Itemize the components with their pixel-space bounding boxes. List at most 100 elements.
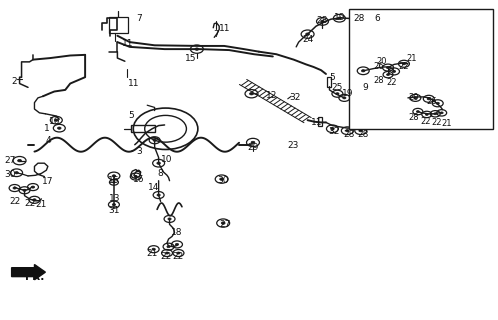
Text: 10: 10 (161, 155, 172, 164)
Circle shape (331, 128, 334, 130)
Circle shape (157, 194, 160, 196)
Text: 2: 2 (12, 77, 17, 86)
Text: 12: 12 (265, 91, 277, 100)
Text: 22: 22 (9, 197, 20, 206)
Text: 28: 28 (374, 76, 384, 85)
Bar (349, 9, 494, 129)
Text: 7: 7 (213, 30, 219, 39)
Circle shape (33, 199, 36, 201)
FancyArrow shape (11, 265, 45, 280)
Circle shape (167, 246, 170, 248)
Text: 11: 11 (311, 118, 322, 127)
Text: 6: 6 (374, 14, 380, 23)
Circle shape (343, 97, 346, 99)
Circle shape (357, 19, 360, 21)
Text: 14: 14 (148, 183, 159, 192)
Circle shape (195, 48, 199, 50)
Circle shape (175, 244, 179, 245)
Circle shape (165, 252, 169, 254)
Circle shape (321, 20, 324, 22)
Text: 10: 10 (49, 116, 60, 126)
Text: 23: 23 (287, 141, 298, 150)
Circle shape (386, 74, 389, 76)
Text: 22: 22 (173, 252, 184, 261)
Text: 11: 11 (128, 79, 139, 88)
Text: FR.: FR. (25, 272, 44, 282)
Circle shape (54, 119, 58, 121)
Text: 13: 13 (109, 194, 121, 204)
Text: 26: 26 (374, 62, 384, 71)
Text: 32: 32 (329, 127, 340, 136)
Text: 30: 30 (4, 170, 15, 179)
Text: 21: 21 (146, 249, 158, 258)
Text: 27: 27 (4, 156, 15, 165)
Circle shape (13, 187, 16, 189)
Text: 21: 21 (36, 200, 47, 209)
Text: 3: 3 (136, 147, 141, 156)
Circle shape (346, 130, 349, 132)
Text: 20: 20 (409, 93, 419, 102)
Text: 16: 16 (108, 176, 120, 185)
Circle shape (362, 70, 365, 72)
Text: 22: 22 (399, 62, 409, 71)
Circle shape (414, 97, 417, 99)
Circle shape (157, 162, 160, 164)
Circle shape (374, 17, 377, 20)
Circle shape (17, 159, 21, 162)
Text: 4: 4 (45, 136, 51, 145)
Circle shape (356, 95, 359, 97)
Circle shape (359, 130, 363, 132)
Text: 5: 5 (330, 73, 335, 82)
Circle shape (177, 252, 180, 254)
Text: 25: 25 (332, 83, 343, 92)
Text: 11: 11 (220, 24, 231, 33)
Text: 24: 24 (302, 35, 313, 44)
Circle shape (306, 33, 310, 36)
Circle shape (15, 172, 18, 174)
Circle shape (152, 248, 155, 250)
Text: 19: 19 (342, 89, 353, 98)
Text: 22: 22 (387, 78, 397, 87)
Text: 22: 22 (431, 118, 442, 127)
Bar (109, 17, 128, 33)
Text: 22: 22 (24, 198, 35, 207)
Text: 32: 32 (289, 93, 300, 102)
Circle shape (402, 63, 405, 65)
Circle shape (436, 102, 439, 104)
Circle shape (249, 92, 253, 95)
Bar (131, 125, 155, 132)
Text: 9: 9 (363, 83, 369, 92)
Text: 19: 19 (334, 13, 345, 22)
Text: 31: 31 (108, 206, 120, 215)
Circle shape (168, 218, 171, 220)
Text: 22: 22 (420, 116, 431, 126)
Text: 27: 27 (220, 220, 231, 229)
Circle shape (57, 127, 61, 129)
Text: 1: 1 (44, 124, 50, 132)
Circle shape (221, 222, 225, 224)
Text: 7: 7 (136, 14, 141, 23)
Text: 11: 11 (122, 39, 133, 48)
Text: 17: 17 (42, 177, 53, 186)
Text: 8: 8 (158, 169, 163, 178)
Circle shape (220, 178, 224, 180)
Text: 18: 18 (171, 228, 183, 237)
Circle shape (113, 181, 115, 183)
Text: 28: 28 (408, 114, 419, 123)
Text: 30: 30 (218, 176, 229, 185)
Circle shape (427, 98, 430, 100)
Circle shape (425, 114, 428, 116)
Text: 28: 28 (354, 14, 365, 23)
Text: 16: 16 (133, 175, 144, 184)
Circle shape (392, 70, 395, 72)
Circle shape (112, 204, 116, 206)
Text: 21: 21 (407, 54, 417, 63)
Text: 28: 28 (344, 130, 355, 139)
Circle shape (134, 175, 137, 178)
Circle shape (112, 175, 116, 177)
Text: 15: 15 (185, 54, 196, 63)
Circle shape (31, 186, 35, 188)
Circle shape (336, 93, 339, 95)
Text: 20: 20 (377, 57, 387, 66)
Circle shape (440, 112, 443, 114)
